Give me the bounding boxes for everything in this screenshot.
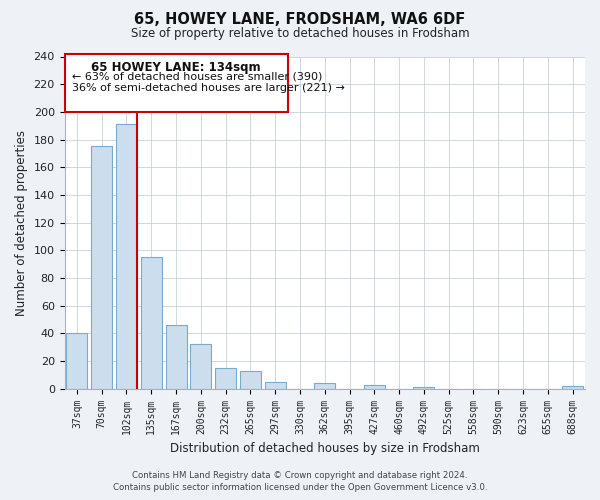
- Bar: [116, 124, 137, 388]
- Bar: [67, 334, 88, 388]
- Bar: [141, 257, 162, 388]
- Bar: [314, 383, 335, 388]
- Bar: [215, 368, 236, 388]
- Bar: [190, 344, 211, 389]
- Bar: [91, 146, 112, 388]
- Bar: [364, 384, 385, 388]
- Bar: [265, 382, 286, 388]
- Bar: [240, 370, 261, 388]
- Bar: [166, 325, 187, 388]
- Text: Size of property relative to detached houses in Frodsham: Size of property relative to detached ho…: [131, 28, 469, 40]
- Text: ← 63% of detached houses are smaller (390): ← 63% of detached houses are smaller (39…: [72, 72, 322, 82]
- Text: 65, HOWEY LANE, FRODSHAM, WA6 6DF: 65, HOWEY LANE, FRODSHAM, WA6 6DF: [134, 12, 466, 28]
- Text: 65 HOWEY LANE: 134sqm: 65 HOWEY LANE: 134sqm: [91, 60, 261, 74]
- Text: Contains HM Land Registry data © Crown copyright and database right 2024.
Contai: Contains HM Land Registry data © Crown c…: [113, 471, 487, 492]
- X-axis label: Distribution of detached houses by size in Frodsham: Distribution of detached houses by size …: [170, 442, 480, 455]
- Bar: [562, 386, 583, 388]
- FancyBboxPatch shape: [65, 54, 287, 112]
- Y-axis label: Number of detached properties: Number of detached properties: [15, 130, 28, 316]
- Text: 36% of semi-detached houses are larger (221) →: 36% of semi-detached houses are larger (…: [72, 83, 345, 93]
